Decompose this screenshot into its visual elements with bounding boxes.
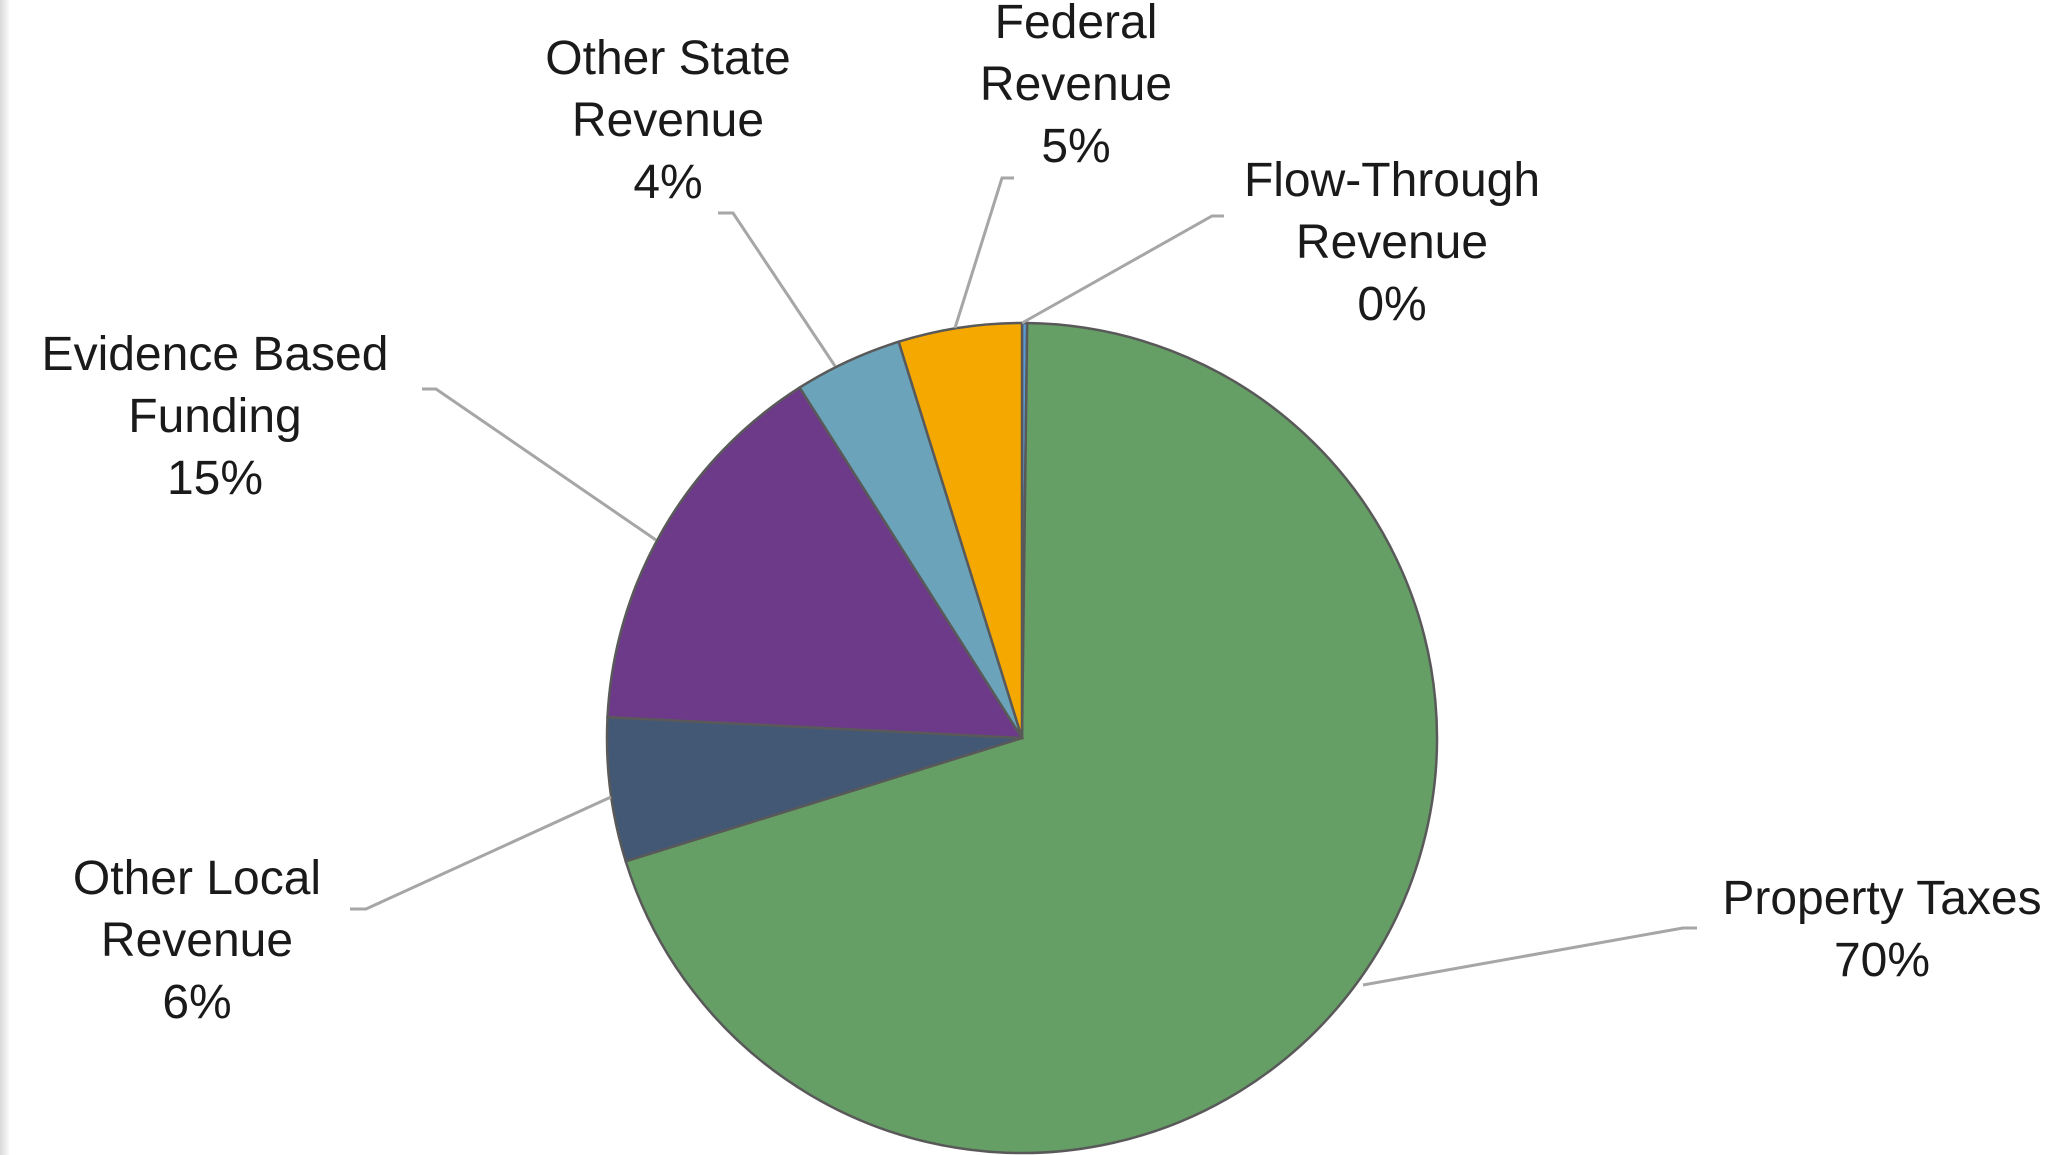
leader-line-other-local-revenue [350,795,612,911]
leader-line-flow-through-revenue [1021,214,1224,325]
leader-lines [350,176,1697,987]
data-label-category: Funding [128,390,301,443]
leader-line-property-taxes [1362,926,1697,987]
data-label-category: Other Local [73,852,321,905]
data-labels: Flow-Through Revenue 0% Property Taxes 70% Ot… [42,0,2042,1029]
pie-slice-property-taxes [624,321,1439,1155]
leader-line-evidence-based-funding [422,387,657,542]
data-label-percent: 5% [1041,120,1110,173]
data-label-other-local-revenue: Other Local Revenue 6% [73,852,321,1029]
pie-slice-evidence-based-funding [606,385,1025,740]
data-label-category: Flow-Through [1244,154,1540,207]
data-label-category: Revenue [980,58,1172,111]
data-label-evidence-based-funding: Evidence Based Funding 15% [42,328,389,505]
data-label-federal-revenue: Federal Revenue 5% [980,0,1172,173]
data-label-category: Revenue [101,914,293,967]
data-label-percent: 15% [167,452,263,505]
data-label-category: Revenue [1296,216,1488,269]
data-label-percent: 4% [633,156,702,209]
pie-slice-other-local-revenue [605,715,1023,863]
window-left-edge [0,0,10,1155]
data-label-other-state-revenue: Other State Revenue 4% [545,32,790,209]
data-label-percent: 70% [1834,934,1930,987]
data-label-category: Evidence Based [42,328,389,381]
data-label-percent: 0% [1357,278,1426,331]
data-label-property-taxes: Property Taxes 70% [1722,872,2041,987]
pie-slice-federal-revenue [897,321,1024,739]
data-label-flow-through-revenue: Flow-Through Revenue 0% [1244,154,1540,331]
data-label-category: Revenue [572,94,764,147]
data-label-category: Federal [995,0,1158,49]
pie-slices [605,321,1439,1155]
data-label-percent: 6% [162,976,231,1029]
data-label-category: Property Taxes [1722,872,2041,925]
leader-line-federal-revenue [953,176,1014,329]
leader-line-other-state-revenue [718,211,837,367]
data-label-category: Other State [545,32,790,85]
